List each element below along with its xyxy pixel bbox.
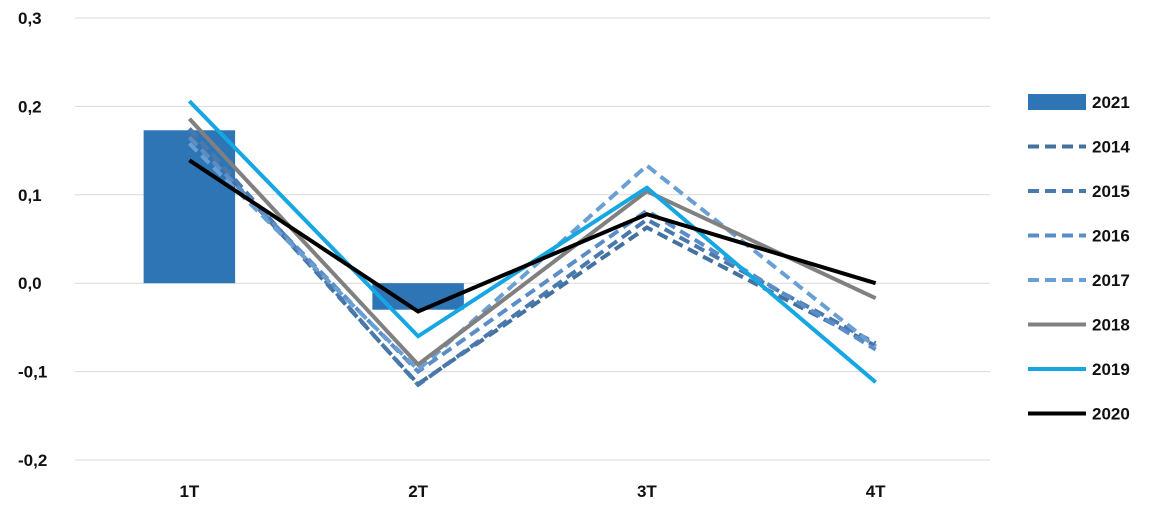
series-line-2020 <box>188 158 877 314</box>
legend: 2021 2014 2015 2016 2017 2018 2019 2020 <box>1028 93 1130 424</box>
legend-item: 2021 <box>1028 93 1130 112</box>
y-tick-label: 0,3 <box>18 9 42 28</box>
line-series <box>187 99 877 388</box>
legend-label: 2020 <box>1092 405 1130 424</box>
legend-label: 2017 <box>1092 271 1130 290</box>
series-line-2017 <box>187 142 877 373</box>
legend-swatch <box>1028 94 1086 110</box>
legend-item: 2016 <box>1028 227 1130 246</box>
legend-label: 2021 <box>1092 93 1130 112</box>
legend-item: 2019 <box>1028 360 1130 379</box>
legend-item: 2018 <box>1028 316 1130 335</box>
legend-label: 2016 <box>1092 227 1130 246</box>
series-line-2018 <box>187 117 877 368</box>
legend-label: 2019 <box>1092 360 1130 379</box>
legend-item: 2015 <box>1028 182 1130 201</box>
legend-label: 2018 <box>1092 316 1130 335</box>
legend-item: 2017 <box>1028 271 1130 290</box>
y-tick-label: -0,1 <box>18 363 47 382</box>
x-tick-label: 4T <box>866 482 886 501</box>
legend-item: 2020 <box>1028 405 1130 424</box>
y-tick-label: 0,1 <box>18 186 42 205</box>
legend-item: 2014 <box>1028 138 1130 157</box>
series-line-2014 <box>187 131 877 387</box>
legend-label: 2015 <box>1092 182 1130 201</box>
series-line-2015 <box>187 127 877 388</box>
x-tick-label: 1T <box>179 482 199 501</box>
bar <box>143 130 236 284</box>
legend-label: 2014 <box>1092 138 1130 157</box>
x-tick-label: 3T <box>637 482 657 501</box>
x-axis-tick-labels: 1T 2T 3T 4T <box>179 482 886 501</box>
x-tick-label: 2T <box>408 482 428 501</box>
y-tick-label: 0,2 <box>18 97 42 116</box>
y-tick-label: -0,2 <box>18 451 47 470</box>
y-tick-label: 0,0 <box>18 274 42 293</box>
y-axis-tick-labels: -0,2 -0,1 0,0 0,1 0,2 0,3 <box>18 9 47 470</box>
series-line-2016 <box>187 135 877 375</box>
